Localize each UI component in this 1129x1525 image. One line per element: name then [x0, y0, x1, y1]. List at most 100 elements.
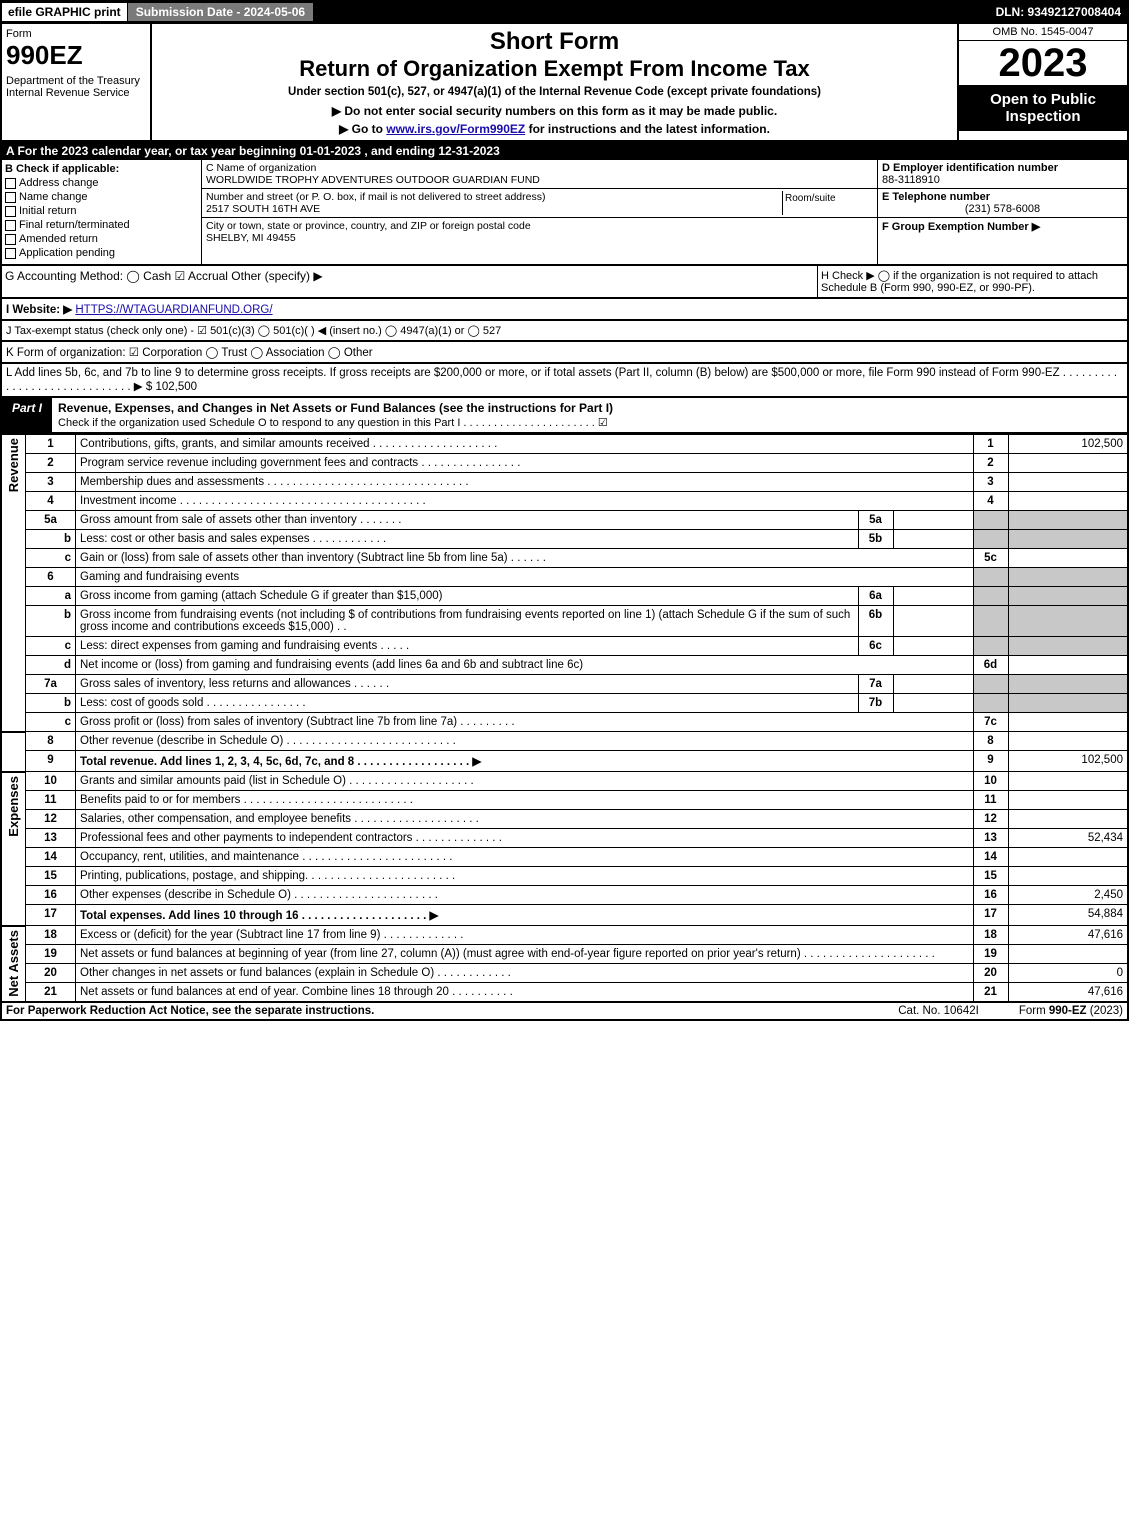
line-11-rnum: 11 — [973, 791, 1008, 810]
chk-final-return[interactable]: Final return/terminated — [5, 219, 198, 231]
line-5a-text: Gross amount from sale of assets other t… — [76, 511, 859, 530]
line-6b-text: Gross income from fundraising events (no… — [76, 606, 859, 637]
submission-date-label: Submission Date - 2024-05-06 — [127, 2, 314, 22]
footer-left: For Paperwork Reduction Act Notice, see … — [6, 1005, 374, 1017]
line-12-val — [1008, 810, 1128, 829]
line-17-num: 17 — [26, 905, 76, 926]
line-6c-rshade — [973, 637, 1008, 656]
dept-treasury: Department of the Treasury Internal Reve… — [6, 75, 146, 99]
line-7a-mid: 7a — [858, 675, 893, 694]
line-14-rnum: 14 — [973, 848, 1008, 867]
part-1-header: Part I Revenue, Expenses, and Changes in… — [0, 398, 1129, 434]
line-6b-midval — [893, 606, 973, 637]
website-link[interactable]: HTTPS://WTAGUARDIANFUND.ORG/ — [75, 304, 272, 316]
room-suite-label: Room/suite — [783, 191, 873, 215]
side-revenue: Revenue — [6, 438, 21, 492]
chk-initial-return[interactable]: Initial return — [5, 205, 198, 217]
line-10-text: Grants and similar amounts paid (list in… — [76, 772, 974, 791]
header-left: Form 990EZ Department of the Treasury In… — [2, 24, 152, 140]
line-21-rnum: 21 — [973, 983, 1008, 1003]
line-18-val: 47,616 — [1008, 926, 1128, 945]
efile-print-label[interactable]: efile GRAPHIC print — [2, 3, 127, 21]
line-5a-mid: 5a — [858, 511, 893, 530]
line-20-num: 20 — [26, 964, 76, 983]
line-10-num: 10 — [26, 772, 76, 791]
line-7a-rvalshade — [1008, 675, 1128, 694]
line-11-num: 11 — [26, 791, 76, 810]
c-city-value: SHELBY, MI 49455 — [206, 232, 873, 244]
line-12-num: 12 — [26, 810, 76, 829]
line-6d-num: d — [26, 656, 76, 675]
d-ein: 88-3118910 — [882, 174, 1123, 186]
chk-application-pending[interactable]: Application pending — [5, 247, 198, 259]
row-g-accounting: G Accounting Method: ◯ Cash ☑ Accrual Ot… — [2, 266, 817, 297]
line-7c-num: c — [26, 713, 76, 732]
line-7b-mid: 7b — [858, 694, 893, 713]
box-d: D Employer identification number 88-3118… — [878, 160, 1127, 189]
line-9-text: Total revenue. Add lines 1, 2, 3, 4, 5c,… — [76, 751, 974, 772]
line-5c-val — [1008, 549, 1128, 568]
line-13-rnum: 13 — [973, 829, 1008, 848]
chk-name-change[interactable]: Name change — [5, 191, 198, 203]
org-name-cell: C Name of organization WORLDWIDE TROPHY … — [202, 160, 877, 189]
d-label: D Employer identification number — [882, 162, 1123, 174]
omb-number: OMB No. 1545-0047 — [959, 24, 1127, 41]
line-19-rnum: 19 — [973, 945, 1008, 964]
line-4-rnum: 4 — [973, 492, 1008, 511]
form-number: 990EZ — [6, 40, 146, 71]
line-11-text: Benefits paid to or for members . . . . … — [76, 791, 974, 810]
line-7a-rshade — [973, 675, 1008, 694]
line-6a-num: a — [26, 587, 76, 606]
line-6a-mid: 6a — [858, 587, 893, 606]
footer-right: Form 990-EZ (2023) — [1019, 1005, 1123, 1017]
box-f: F Group Exemption Number ▶ — [878, 218, 1127, 235]
line-15-rnum: 15 — [973, 867, 1008, 886]
i-label: I Website: ▶ — [6, 304, 72, 316]
part-1-tab: Part I — [2, 398, 52, 432]
line-12-rnum: 12 — [973, 810, 1008, 829]
e-label: E Telephone number — [882, 191, 1123, 203]
line-15-text: Printing, publications, postage, and shi… — [76, 867, 974, 886]
line-5a-rshade — [973, 511, 1008, 530]
l-value: 102,500 — [155, 381, 197, 393]
line-5a-num: 5a — [26, 511, 76, 530]
line-1-text: Contributions, gifts, grants, and simila… — [76, 435, 974, 454]
chk-address-change[interactable]: Address change — [5, 177, 198, 189]
line-1-num: 1 — [26, 435, 76, 454]
do-not-enter: ▶ Do not enter social security numbers o… — [156, 104, 953, 118]
line-13-val: 52,434 — [1008, 829, 1128, 848]
line-19-text: Net assets or fund balances at beginning… — [76, 945, 974, 964]
line-20-rnum: 20 — [973, 964, 1008, 983]
line-16-val: 2,450 — [1008, 886, 1128, 905]
line-10-rnum: 10 — [973, 772, 1008, 791]
box-c: C Name of organization WORLDWIDE TROPHY … — [202, 160, 877, 264]
c-name-value: WORLDWIDE TROPHY ADVENTURES OUTDOOR GUAR… — [206, 174, 873, 186]
line-1-val: 102,500 — [1008, 435, 1128, 454]
under-section: Under section 501(c), 527, or 4947(a)(1)… — [156, 86, 953, 98]
footer-center: Cat. No. 10642I — [898, 1005, 979, 1017]
f-label: F Group Exemption Number ▶ — [882, 221, 1040, 233]
line-7b-rshade — [973, 694, 1008, 713]
line-6-num: 6 — [26, 568, 76, 587]
chk-amended-return[interactable]: Amended return — [5, 233, 198, 245]
irs-link[interactable]: www.irs.gov/Form990EZ — [386, 122, 525, 136]
c-city-label: City or town, state or province, country… — [206, 220, 873, 232]
line-6b-mid: 6b — [858, 606, 893, 637]
line-16-rnum: 16 — [973, 886, 1008, 905]
line-6c-rvalshade — [1008, 637, 1128, 656]
line-5b-rshade — [973, 530, 1008, 549]
line-8-num: 8 — [26, 732, 76, 751]
row-h-schedule-b: H Check ▶ ◯ if the organization is not r… — [817, 266, 1127, 297]
line-2-rnum: 2 — [973, 454, 1008, 473]
open-public-inspection: Open to Public Inspection — [959, 85, 1127, 131]
line-5b-text: Less: cost or other basis and sales expe… — [76, 530, 859, 549]
line-2-text: Program service revenue including govern… — [76, 454, 974, 473]
row-gh: G Accounting Method: ◯ Cash ☑ Accrual Ot… — [0, 266, 1129, 299]
line-7a-num: 7a — [26, 675, 76, 694]
city-row: City or town, state or province, country… — [202, 218, 877, 246]
line-6c-text: Less: direct expenses from gaming and fu… — [76, 637, 859, 656]
row-i-website: I Website: ▶ HTTPS://WTAGUARDIANFUND.ORG… — [0, 299, 1129, 321]
line-6a-rvalshade — [1008, 587, 1128, 606]
part-1-sub: Check if the organization used Schedule … — [58, 417, 608, 429]
line-3-text: Membership dues and assessments . . . . … — [76, 473, 974, 492]
